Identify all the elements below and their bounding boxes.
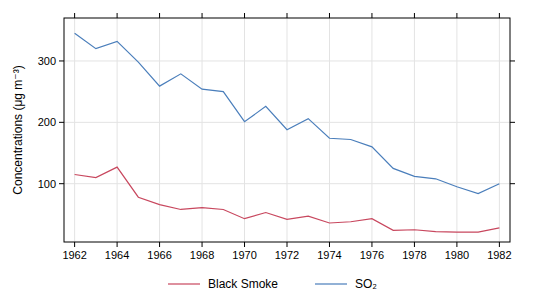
tick: [117, 242, 118, 247]
tick-label: 1964: [105, 249, 129, 261]
chart: 100 200 300 1962 1964 1966 1968 1970 1972 1974 197…: [0, 0, 540, 302]
tick-label: 1978: [402, 249, 426, 261]
tick-label: 1972: [275, 249, 299, 261]
tick: [202, 242, 203, 247]
legend-swatch: [168, 283, 200, 284]
line: [75, 167, 500, 232]
tick-label: 1980: [445, 249, 469, 261]
tick: [510, 122, 515, 123]
tick-label: 1974: [317, 249, 341, 261]
tick-label: 1976: [360, 249, 384, 261]
grid-line: [371, 18, 372, 242]
tick: [117, 13, 118, 18]
tick-label: 1962: [62, 249, 86, 261]
grid-line: [414, 18, 415, 242]
tick: [414, 13, 415, 18]
line: [75, 33, 500, 193]
grid-line: [74, 18, 75, 242]
tick: [244, 242, 245, 247]
tick: [499, 13, 500, 18]
tick-label: 1982: [487, 249, 511, 261]
tick-label: 100: [38, 178, 56, 190]
tick: [244, 13, 245, 18]
frame: [64, 18, 510, 242]
tick: [456, 13, 457, 18]
tick: [59, 122, 64, 123]
tick: [329, 242, 330, 247]
grid-line: [499, 18, 500, 242]
legend-label: Black Smoke: [208, 277, 278, 291]
tick: [74, 242, 75, 247]
legend-swatch: [315, 283, 347, 284]
tick-label: 200: [38, 116, 56, 128]
grid-line: [202, 18, 203, 242]
tick: [287, 13, 288, 18]
tick: [510, 60, 515, 61]
tick: [414, 242, 415, 247]
tick: [59, 60, 64, 61]
tick: [510, 183, 515, 184]
tick: [74, 13, 75, 18]
grid-line: [456, 18, 457, 242]
grid-line: [329, 18, 330, 242]
tick: [371, 242, 372, 247]
legend: Black Smoke SO₂: [168, 277, 377, 291]
tick: [287, 242, 288, 247]
tick: [371, 13, 372, 18]
tick: [499, 242, 500, 247]
tick-label: 300: [38, 55, 56, 67]
grid-line: [117, 18, 118, 242]
grid-line: [159, 18, 160, 242]
tick-label: 1970: [232, 249, 256, 261]
tick-label: 1966: [147, 249, 171, 261]
tick: [159, 242, 160, 247]
tick: [202, 13, 203, 18]
legend-label: SO₂: [355, 277, 377, 291]
tick: [456, 242, 457, 247]
plot-area: [75, 33, 500, 232]
tick: [59, 183, 64, 184]
grid-line: [244, 18, 245, 242]
tick: [159, 13, 160, 18]
tick: [329, 13, 330, 18]
tick-label: 1968: [190, 249, 214, 261]
axis-label: Concentrations (μg m⁻³): [11, 65, 25, 194]
